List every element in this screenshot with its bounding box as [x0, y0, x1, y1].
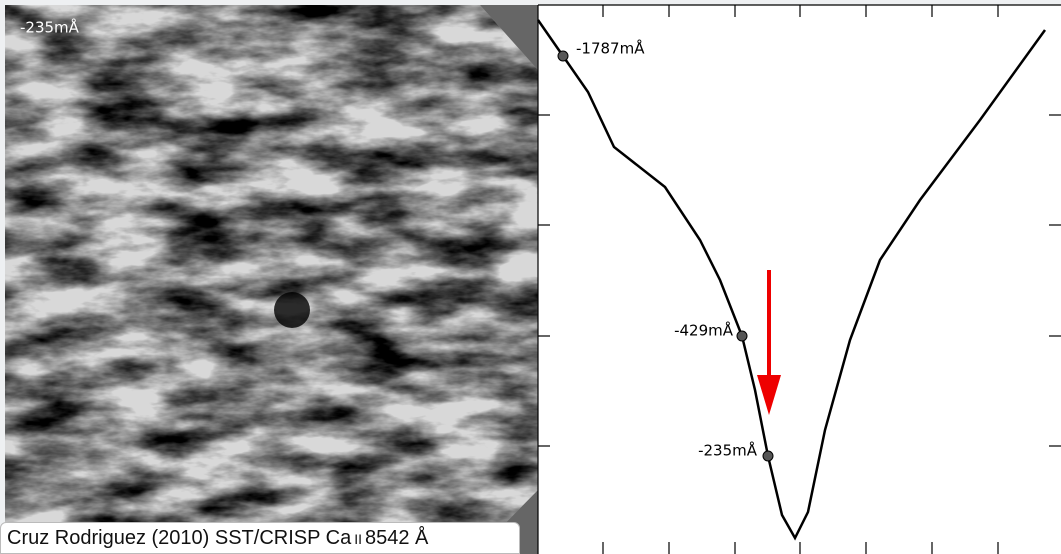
caption-ion: II	[354, 531, 362, 547]
solar-image	[5, 5, 538, 554]
point-label: -1787mÅ	[576, 39, 645, 58]
caption-text: Cruz Rodriguez (2010) SST/CRISP Ca	[7, 527, 351, 549]
profile-point	[558, 51, 568, 61]
page: -235mÅ -1787mÅ -429mÅ -235mÅ Cruz Rodrig…	[0, 0, 1061, 554]
plot-area	[538, 5, 1061, 554]
image-label: -235mÅ	[20, 18, 80, 37]
caption-line: 8542 Å	[365, 527, 428, 549]
profile-point	[737, 331, 747, 341]
profile-point	[763, 451, 773, 461]
point-label: -429mÅ	[674, 321, 734, 340]
figure: -235mÅ -1787mÅ -429mÅ -235mÅ	[0, 0, 1061, 554]
point-label: -235mÅ	[698, 441, 758, 460]
